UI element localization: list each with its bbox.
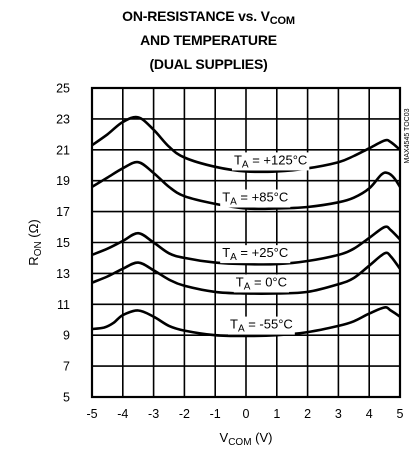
- series-label-a-2: A: [230, 252, 237, 263]
- plot-frame: [90, 86, 402, 399]
- series-label-a-0: A: [242, 159, 249, 170]
- x-tick-label-9: 4: [366, 407, 373, 421]
- chart-title-subscript: COM: [269, 15, 295, 27]
- x-tick-labels: -5 -4 -3 -2 -1 0 1 2 3 4 5: [86, 407, 403, 421]
- series-label-bg-0: [231, 152, 310, 171]
- y-axis-label: RON (Ω): [26, 219, 44, 265]
- chart-title-line-1: ON-RESISTANCE vs. VCOM: [0, 8, 417, 27]
- series-label-4: TA = -55°C: [227, 316, 295, 335]
- series-label-a-4: A: [238, 324, 245, 335]
- x-tick-label-2: -3: [148, 407, 159, 421]
- series-label-value-4: = -55°C: [245, 317, 293, 332]
- series-line-0: [91, 115, 401, 174]
- series-label-a-3: A: [244, 281, 251, 292]
- series-label-bg-3: [233, 274, 290, 293]
- x-tick-label-1: -4: [117, 407, 128, 421]
- series-curves: [91, 115, 402, 338]
- x-axis-label: VCOM (V): [220, 430, 273, 448]
- series-label-t-3: T: [236, 274, 244, 289]
- y-tick-label-1: 7: [63, 360, 70, 374]
- x-tick-label-3: -2: [179, 407, 190, 421]
- series-label-t-4: T: [230, 317, 238, 332]
- chart-title-prefix: ON-RESISTANCE vs. V: [122, 8, 270, 24]
- y-tick-label-3: 11: [57, 298, 70, 312]
- series-label-1: TA = +85°C: [220, 189, 291, 208]
- y-axis-label-sub: ON: [33, 241, 44, 256]
- series-label-text-0: TA = +125°C: [234, 152, 307, 170]
- y-tick-label-8: 21: [56, 143, 70, 157]
- y-tick-label-9: 23: [56, 112, 70, 126]
- y-tick-label-2: 9: [63, 329, 70, 343]
- series-label-2: TA = +25°C: [220, 245, 291, 264]
- y-tick-label-0: 5: [63, 391, 70, 405]
- series-label-text-4: TA = -55°C: [230, 317, 293, 335]
- y-tick-labels: 5 7 9 11 13 15 17 19 21 23 25: [56, 82, 70, 405]
- series-label-a-1: A: [230, 197, 237, 208]
- series-line-2: [91, 225, 401, 266]
- series-label-text-2: TA = +25°C: [222, 245, 288, 263]
- y-tick-label-6: 17: [56, 205, 70, 219]
- x-tick-label-6: 1: [273, 407, 280, 421]
- x-tick-label-4: -1: [210, 407, 221, 421]
- series-label-text-1: TA = +85°C: [222, 190, 288, 208]
- y-tick-label-7: 19: [56, 174, 70, 188]
- series-label-3: TA = 0°C: [233, 274, 290, 293]
- x-axis-label-sub: COM: [228, 437, 251, 448]
- series-label-bg-2: [220, 245, 291, 264]
- y-tick-label-4: 13: [56, 267, 70, 281]
- x-axis-label-main: V: [220, 430, 229, 445]
- series-label-t-2: T: [222, 245, 230, 260]
- y-tick-label-5: 15: [56, 236, 70, 250]
- series-label-value-2: = +25°C: [237, 245, 288, 260]
- series-label-value-1: = +85°C: [237, 190, 288, 205]
- x-tick-label-0: -5: [86, 407, 97, 421]
- series-label-0: TA = +125°C: [231, 152, 310, 171]
- chart-title-line-2: AND TEMPERATURE: [140, 32, 277, 48]
- series-label-value-0: = +125°C: [249, 152, 308, 167]
- series-label-bg-4: [227, 316, 295, 335]
- series-line-3: [91, 251, 402, 295]
- series-line-4: [91, 306, 401, 338]
- side-reference-label: MAX4545 TOC03: [404, 108, 411, 163]
- y-axis-label-main: R: [26, 256, 41, 265]
- x-tick-label-5: 0: [243, 407, 250, 421]
- x-tick-label-8: 3: [335, 407, 342, 421]
- series-line-1: [91, 160, 402, 211]
- series-label-text-3: TA = 0°C: [236, 274, 287, 292]
- series-label-bg-1: [220, 189, 291, 208]
- series-labels: TA = +125°CTA = +85°CTA = +25°CTA = 0°CT…: [220, 152, 310, 335]
- chart-title-line-3: (DUAL SUPPLIES): [149, 56, 268, 72]
- x-tick-label-10: 5: [397, 407, 404, 421]
- series-label-t-0: T: [234, 152, 242, 167]
- y-axis-label-unit: (Ω): [26, 219, 41, 241]
- series-label-value-3: = 0°C: [250, 274, 287, 289]
- grid: [91, 87, 401, 398]
- x-tick-label-7: 2: [304, 407, 311, 421]
- series-label-t-1: T: [222, 190, 230, 205]
- y-tick-label-10: 25: [56, 82, 70, 96]
- x-axis-label-unit: (V): [252, 430, 273, 445]
